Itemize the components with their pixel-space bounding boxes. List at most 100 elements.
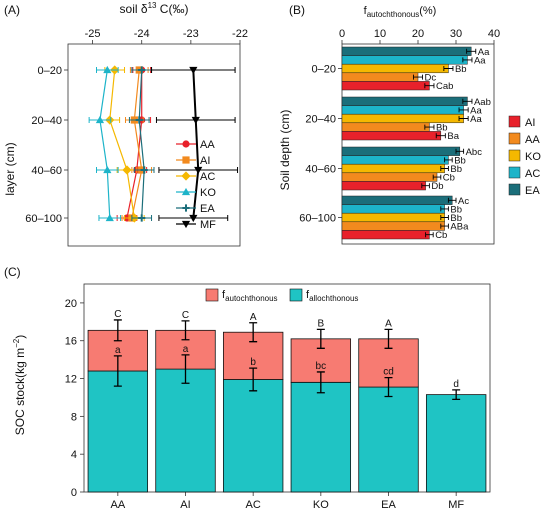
panel-b-errorbar (412, 74, 424, 80)
panel-a-point-MF (189, 66, 198, 75)
panel-a-legend-label: AC (200, 171, 215, 183)
panel-b-errorbar (440, 206, 449, 212)
panel-a-legend-marker-EA (182, 204, 190, 212)
panel-a-point-EA (138, 66, 146, 74)
panel-b-plot: AaAaBbDcCabAabAaAaBbBaAbcBbBbCbDbAcBbBbA… (341, 46, 491, 241)
panel-a-legend-marker-AC (181, 171, 191, 181)
panel-b-errorbar (444, 157, 453, 163)
panel-b-bar-AC (341, 204, 445, 214)
panel-b-bar-EA (341, 96, 468, 106)
panel-c-errorbar (452, 389, 461, 400)
panel-a-y-tick-label: 0–20 (38, 65, 62, 77)
panel-c-y-tick-label: 12 (65, 374, 77, 386)
panel-c-x-tick-label: KO (313, 499, 329, 511)
panel-b-legend-label: AI (525, 117, 535, 129)
panel-c-plot: a Ca Cb Abc Bcd Ad (87, 309, 487, 493)
panel-a-point-KO (103, 65, 112, 74)
panel-b-bar-AA (341, 72, 419, 82)
panel-b-letter: Abc (466, 147, 483, 158)
panel-b-y-tick-label: 60–100 (299, 213, 336, 225)
panel-b-bar-AA (341, 221, 445, 231)
panel-a-legend-label: AI (200, 155, 210, 167)
panel-a-legend-label: MF (200, 219, 216, 231)
panel-b-errorbar (425, 232, 434, 238)
panel-a-x-axis: -25 -24 -23 -22 (85, 28, 248, 44)
panel-a-point-EA (135, 116, 143, 124)
panel-c-x-tick-label: AC (246, 499, 261, 511)
panel-b-errorbar (440, 223, 449, 229)
panel-a-legend-marker-AA (182, 140, 190, 148)
panel-c-letter-lower: cd (383, 367, 394, 378)
panel-b-bar-AI (341, 181, 426, 191)
panel-b-bar-AI (341, 81, 430, 91)
panel-b-letter: Cb (435, 230, 447, 241)
panel-c-letter-lower: bc (316, 361, 327, 372)
panel-a-frame (67, 43, 241, 247)
panel-a-series-line-MF (192, 69, 200, 219)
panel-b-legend-label: KO (525, 151, 541, 163)
panel-b-errorbar (435, 133, 446, 139)
panel-b-letter: Ba (447, 131, 459, 142)
panel-a-y-axis: 0–20 20–40 40–60 60–100 (25, 65, 68, 225)
panel-a-point-KO (103, 165, 112, 174)
panel-a-legend-label: EA (200, 203, 215, 215)
panel-c-legend-label: fautochthonous (222, 289, 278, 303)
panel-b-letter: Bb (454, 155, 466, 166)
panel-c-legend-swatch (289, 288, 303, 302)
panel-b-legend-swatch-AC (508, 166, 521, 179)
panel-b-errorbar (458, 116, 469, 121)
panel-c-errorbar (181, 320, 190, 341)
panel-b-bar-EA (341, 146, 461, 156)
panel-c-legend-swatch (205, 288, 219, 302)
panel-b-legend-swatch-EA (508, 183, 521, 196)
panel-a-xlabel: soil δ13 C(‰) (120, 1, 189, 16)
panel-b: (B) fautochthonous(%) Soil depth (cm) 0 1… (278, 3, 541, 245)
panel-b-legend-label: AA (525, 134, 540, 146)
panel-c-bar-allochthonous (425, 394, 487, 493)
panel-a-x-tick-label: -23 (183, 28, 199, 40)
panel-b-letter: Aa (478, 47, 490, 58)
panel-b-ylabel: Soil depth (cm) (278, 110, 292, 191)
panel-b-bar-AA (341, 172, 438, 182)
panel-b-bar-AA (341, 122, 430, 132)
panel-b-x-tick-label: 20 (412, 28, 424, 40)
panel-b-bar-AI (341, 131, 442, 141)
panel-c-bar-allochthonous (155, 368, 216, 493)
panel-b-bar-KO (341, 212, 445, 223)
panel-c-y-axis: 0 4 8 12 16 20 (65, 298, 84, 499)
panel-c-letter-upper: B (317, 318, 324, 329)
panel-c-bar-allochthonous (87, 370, 149, 493)
panel-c-letter-lower: b (250, 357, 256, 368)
panel-b-errorbar (443, 66, 454, 71)
panel-b-letter: Aa (470, 114, 482, 125)
panel-a-ylabel: layer (cm) (3, 142, 17, 195)
panel-c-bar-allochthonous (222, 379, 284, 493)
panel-b-x-axis: 0 10 20 30 40 (339, 28, 500, 44)
panel-b-label: (B) (289, 3, 305, 17)
panel-a: (A) layer (cm) soil δ13 C(‰) -25 -24 -23 -2… (3, 1, 248, 247)
panel-b-letter: Cb (443, 173, 455, 184)
panel-b-errorbar (421, 183, 430, 189)
panel-c-letter-lower: d (453, 379, 459, 390)
panel-b-y-tick-label: 40–60 (305, 164, 336, 176)
panel-b-x-tick-label: 10 (374, 28, 386, 40)
panel-a-point-KO (95, 115, 105, 124)
panel-c-x-tick-label: EA (381, 499, 396, 511)
panel-a-plot (88, 65, 239, 223)
panel-a-legend: AA AI AC KO EA MF (176, 139, 216, 231)
panel-c-letter-upper: A (250, 312, 257, 323)
panel-b-y-tick-label: 0–20 (312, 64, 336, 76)
panel-b-xlabel: fautochthonous(%) (364, 5, 437, 19)
panel-c-errorbar (181, 354, 190, 384)
panel-b-letter: Aa (474, 55, 486, 66)
panel-c-errorbar (316, 328, 325, 349)
panel-a-label: (A) (4, 3, 20, 17)
panel-b-errorbar (432, 174, 442, 180)
panel-a-y-tick-label: 40–60 (31, 165, 62, 177)
panel-a-legend-label: KO (200, 187, 216, 199)
panel-a-point-MF (189, 214, 198, 223)
panel-a-x-tick-label: -22 (232, 28, 248, 40)
panel-b-errorbar (455, 148, 465, 154)
panel-b-errorbar (447, 197, 457, 203)
